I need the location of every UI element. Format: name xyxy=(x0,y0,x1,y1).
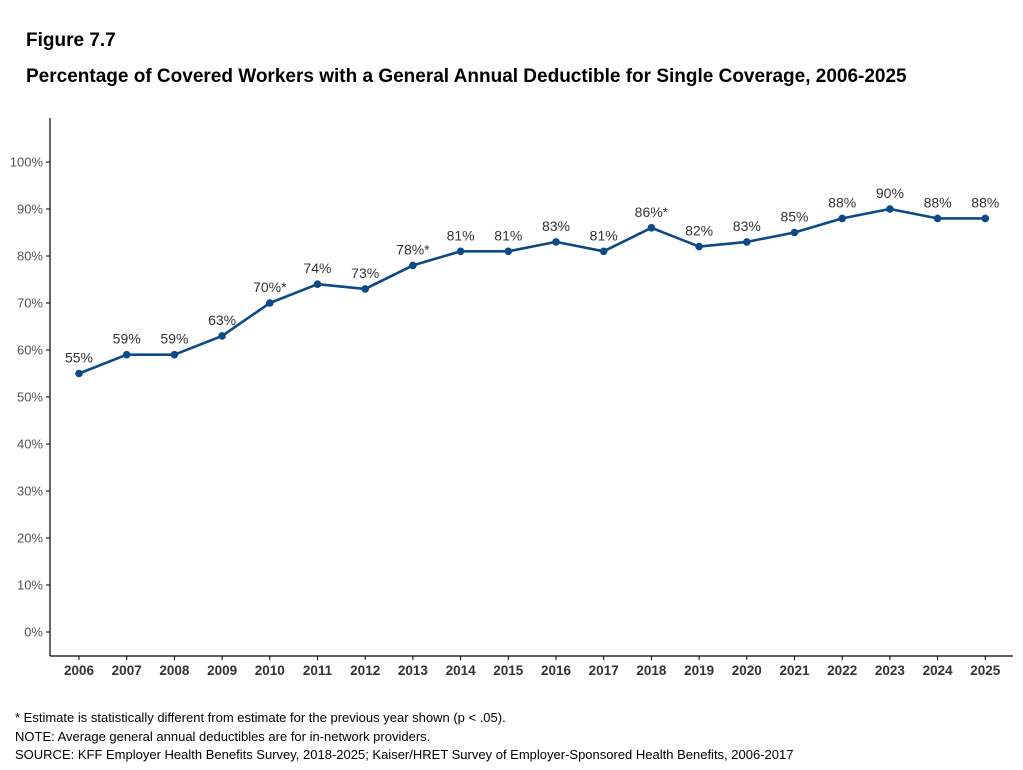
y-axis: 0% 10% 20% 30% 40% 50% 60% 70% 80% 90% 100% xyxy=(10,118,51,656)
line-chart: 0%10%20%30%40%50%60%70%80%90%100% 2006 20… xyxy=(10,118,1013,678)
x-tick-label: 2014 xyxy=(446,663,477,678)
x-tick-label: 2011 xyxy=(303,663,333,678)
x-tick-label: 2007 xyxy=(112,663,142,678)
x-tick-label: 2025 xyxy=(970,663,1001,678)
data-point xyxy=(266,299,274,307)
footnotes: * Estimate is statistically different fr… xyxy=(15,709,793,765)
y-tick-label: 60% xyxy=(17,343,43,358)
figure-label: Figure 7.7 xyxy=(26,30,116,51)
data-label: 81% xyxy=(590,227,618,243)
data-label: 70%* xyxy=(253,279,287,295)
y-tick-label: 10% xyxy=(17,578,43,593)
footnote-source: SOURCE: KFF Employer Health Benefits Sur… xyxy=(15,747,794,762)
data-point xyxy=(886,205,894,213)
x-tick-label: 2023 xyxy=(875,663,906,678)
data-label: 59% xyxy=(113,331,141,347)
data-label: 88% xyxy=(924,194,952,210)
data-point xyxy=(361,285,370,293)
data-point xyxy=(75,369,83,378)
x-tick-label: 2022 xyxy=(827,663,857,678)
chart-title: Percentage of Covered Workers with a Gen… xyxy=(26,66,907,87)
x-tick-label: 2009 xyxy=(207,663,237,678)
data-label: 83% xyxy=(542,218,570,234)
x-tick-label: 2018 xyxy=(636,663,667,678)
data-label: 83% xyxy=(733,218,761,234)
x-tick-label: 2008 xyxy=(159,663,190,678)
y-tick-label: 70% xyxy=(17,296,43,311)
footnote-asterisk: * Estimate is statistically different fr… xyxy=(15,710,506,725)
data-label: 81% xyxy=(447,227,475,243)
series-line xyxy=(78,207,986,375)
data-label: 73% xyxy=(351,265,379,281)
data-point xyxy=(933,214,942,223)
x-tick-label: 2024 xyxy=(923,663,954,678)
x-tick-label: 2006 xyxy=(64,663,95,678)
data-label: 63% xyxy=(208,312,236,328)
x-tick-label: 2019 xyxy=(684,663,714,678)
x-tick-label: 2013 xyxy=(398,663,429,678)
data-point xyxy=(743,238,751,246)
y-tick-label: 80% xyxy=(17,249,43,264)
x-tick-label: 2017 xyxy=(589,663,619,678)
data-point xyxy=(456,247,465,256)
data-label: 88% xyxy=(828,194,856,210)
y-tick-label: 90% xyxy=(17,202,43,217)
x-tick-label: 2021 xyxy=(779,663,810,678)
data-point xyxy=(647,224,656,232)
x-tick-label: 2015 xyxy=(493,663,524,678)
data-point xyxy=(790,228,799,237)
y-tick-label: 50% xyxy=(17,390,43,405)
x-tick-label: 2012 xyxy=(350,663,380,678)
data-label: 85% xyxy=(780,209,808,225)
data-label: 88% xyxy=(971,194,999,210)
data-point xyxy=(170,350,179,359)
y-tick-label: 40% xyxy=(17,437,43,452)
series-layer: 55% 59% 59% 63% 70%* 74% 73% 78%* 81% 81% 83% 81% 86… xyxy=(65,185,999,378)
y-tick-label: 100% xyxy=(10,155,44,170)
data-point xyxy=(981,214,990,223)
x-tick-label: 2010 xyxy=(255,663,285,678)
data-label: 82% xyxy=(685,223,713,239)
data-point xyxy=(409,261,417,270)
x-tick-label: 2016 xyxy=(541,663,572,678)
x-tick-label: 2020 xyxy=(732,663,762,678)
data-point xyxy=(122,350,131,359)
data-point xyxy=(695,242,703,251)
y-tick-label: 0% xyxy=(24,625,43,640)
data-label: 90% xyxy=(876,185,904,201)
data-label: 86%* xyxy=(635,204,669,220)
data-point xyxy=(838,214,846,223)
data-point xyxy=(504,247,513,256)
data-point xyxy=(599,247,608,256)
data-point xyxy=(218,332,226,340)
data-point xyxy=(552,238,560,246)
y-tick-label: 30% xyxy=(17,484,43,499)
footnote-note: NOTE: Average general annual deductibles… xyxy=(15,728,431,744)
x-axis: 2006 2007 2008 2009 2010 2011 2012 2013 2014 2015… xyxy=(50,655,1013,678)
data-label: 78%* xyxy=(396,241,430,257)
y-tick-label: 20% xyxy=(17,531,43,546)
data-label: 55% xyxy=(65,350,93,366)
data-label: 74% xyxy=(303,260,331,276)
data-label: 59% xyxy=(160,331,188,347)
data-label: 81% xyxy=(494,227,522,243)
data-point xyxy=(313,280,322,289)
